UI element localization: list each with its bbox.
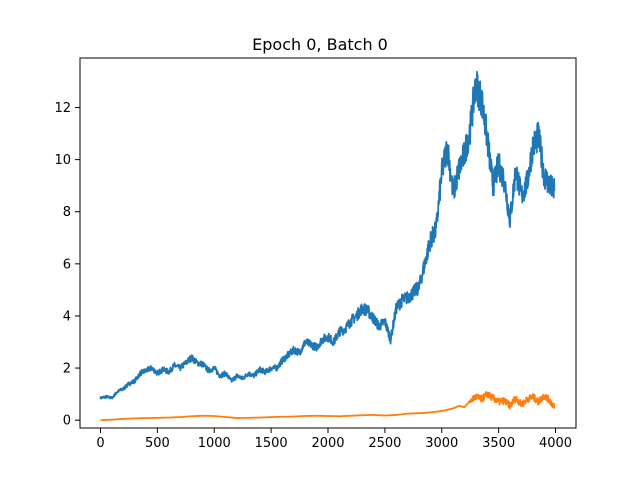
x-axis: 0 500 1000 1500 2000 2500 3000 3500 4000 [96, 428, 572, 451]
y-axis: 0 2 4 6 8 10 12 [54, 101, 80, 429]
x-tick-label: 1500 [255, 436, 288, 451]
x-tick-label: 4000 [539, 436, 572, 451]
chart-title: Epoch 0, Batch 0 [252, 35, 388, 54]
y-tick-label: 4 [63, 309, 71, 324]
y-tick-label: 8 [63, 205, 71, 220]
x-tick-label: 3500 [482, 436, 515, 451]
y-tick-label: 0 [63, 414, 71, 429]
series-line-1 [99, 70, 556, 400]
x-tick-label: 0 [96, 436, 104, 451]
x-tick-label: 2000 [311, 436, 344, 451]
x-tick-label: 2500 [368, 436, 401, 451]
series-layer [99, 70, 556, 422]
y-tick-label: 12 [54, 101, 71, 116]
y-tick-label: 2 [63, 362, 71, 377]
x-tick-label: 500 [145, 436, 170, 451]
series-line-2 [100, 390, 556, 422]
x-tick-label: 3000 [425, 436, 458, 451]
x-tick-label: 1000 [198, 436, 231, 451]
y-tick-label: 10 [54, 153, 71, 168]
y-tick-label: 6 [63, 257, 71, 272]
